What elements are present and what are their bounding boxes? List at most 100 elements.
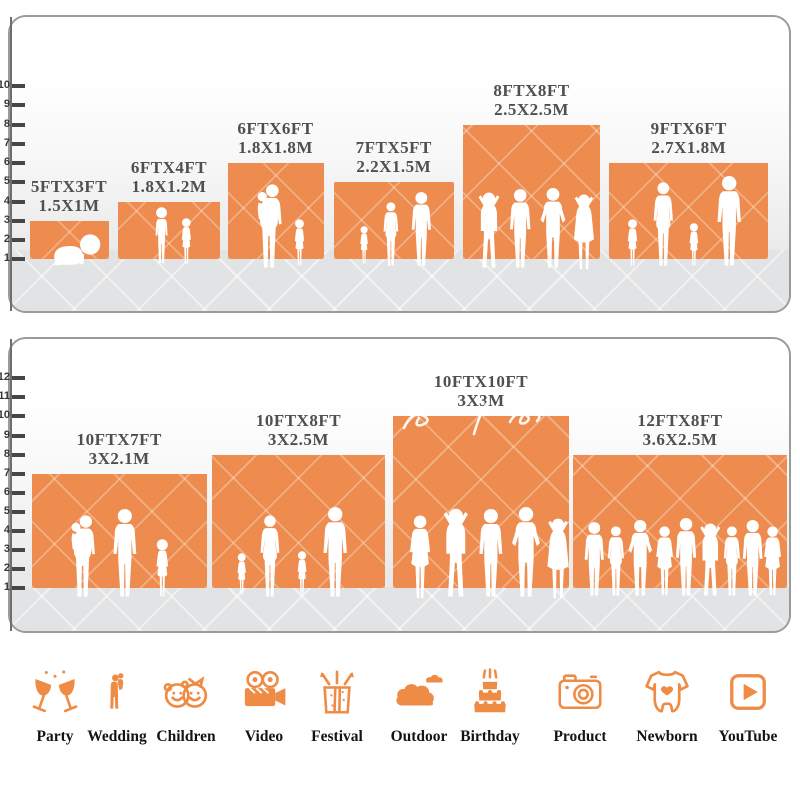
person-silhouette-girl [295,551,309,595]
person-silhouette-man [739,520,766,596]
size-m-text: 3X2.5M [267,429,329,449]
birthday-icon [442,660,538,720]
party-icon [7,660,103,720]
person-silhouette-woman [604,526,628,596]
category-label: Wedding [87,728,147,745]
person-silhouette-man-hips [625,520,655,596]
person-silhouette-woman-with-baby [253,184,287,268]
product-icon [532,660,628,720]
axis-tick-label: 4 [3,194,10,207]
size-m-text: 2.2X1.5M [356,157,432,177]
person-silhouette-woman [256,515,284,597]
outdoor-icon [371,660,467,720]
backdrop-size-label: 10FTX10FT 3X3M [353,372,610,410]
axis-tick [12,586,25,591]
backdrop-size-label: 7FTX5FT 2.2X1.5M [294,138,494,176]
category-item-video: Video [216,660,312,746]
axis-tick [12,414,25,419]
axis-tick-label: 8 [3,117,10,130]
category-item-wedding: Wedding [69,660,165,746]
axis-tick-label: 5 [3,504,10,517]
person-silhouette-man [581,522,608,596]
axis-tick-label: 6 [3,485,10,498]
backdrop-size-label: 10FTX8FT 3X2.5M [172,411,426,449]
size-ft-text: 6FTX4FT [130,157,208,177]
axis-tick [12,471,25,476]
axis-tick-label: 7 [3,136,10,149]
axis-tick [12,122,25,127]
category-item-festival: Festival [289,660,385,746]
size-m-text: 3X2.1M [88,448,150,468]
person-silhouette-man-hips [508,507,544,597]
category-label: Festival [311,728,363,745]
person-silhouette-girl [358,226,370,265]
person-silhouette-girl [179,218,194,264]
backdrop-size-label: 9FTX6FT 2.7X1.8M [569,119,800,157]
category-item-children: Children [138,660,234,746]
category-label: Party [36,728,74,745]
size-m-text: 2.7X1.8M [651,138,727,157]
category-item-party: Party [7,660,103,746]
person-silhouette-woman-dress-arms-up [567,193,601,270]
size-ft-text: 10FTX8FT [255,410,342,430]
axis-tick [12,548,25,553]
size-ft-text: 7FTX5FT [355,138,432,158]
newborn-icon [619,660,715,720]
axis-tick-label: 2 [3,562,10,575]
category-label: Product [553,728,607,745]
size-ft-text: 9FTX6FT [650,119,727,138]
size-m-text: 2.5X2.5M [494,99,569,119]
axis-tick [12,433,25,438]
axis-tick-label: 10 [0,409,10,422]
category-label: Newborn [636,728,698,745]
size-m-text: 1.8X1.8M [238,138,313,157]
backdrop-size-label: 6FTX4FT 1.8X1.2M [78,158,260,196]
backdrop-size-label: 6FTX6FT 1.8X1.8M [188,119,364,157]
axis-line [10,17,12,311]
person-silhouette-man [319,507,351,597]
person-silhouette-boy [153,207,170,264]
person-silhouette-man [506,189,534,268]
floor-band [10,250,789,311]
axis-tick [12,238,25,243]
person-silhouette-girl [292,219,307,266]
person-silhouette-woman-dress-arms-up [540,517,576,599]
axis-tick-label: 12 [0,371,10,384]
size-m-text: 1.8X1.2M [131,176,207,196]
person-silhouette-girl [153,539,172,597]
size-ft-text: 8FTX8FT [493,80,570,100]
category-item-outdoor: Outdoor [371,660,467,746]
person-silhouette-girl [235,553,248,595]
category-item-newborn: Newborn [619,660,715,746]
person-silhouette-crawling-baby [46,229,106,266]
festival-icon [289,660,385,720]
person-silhouette-man [475,509,507,597]
person-silhouette-woman [380,202,402,267]
person-silhouette-woman [649,182,678,266]
size-ft-text: 12FTX8FT [637,410,723,430]
axis-tick-label: 3 [3,213,10,226]
axis-tick-label: 11 [0,390,10,403]
size-ft-text: 5FTX3FT [30,176,108,196]
axis-tick-label: 1 [3,581,10,594]
person-silhouette-man [713,176,745,266]
axis-tick-label: 2 [3,233,10,246]
size-ft-text: 6FTX6FT [237,119,314,138]
size-ft-text: 10FTX10FT [433,372,529,392]
axis-tick [12,161,25,165]
axis-tick [12,180,25,185]
axis-tick [12,141,25,146]
backdrop-box [609,163,769,260]
person-silhouette-man-hips [537,188,569,268]
axis-tick [12,452,25,457]
category-item-product: Product [532,660,628,746]
person-silhouette-man-arms-up [472,191,506,269]
axis-tick-label: 4 [3,524,10,536]
backdrop-box [118,201,220,260]
person-silhouette-woman [720,526,744,596]
wedding-icon [69,660,165,720]
person-silhouette-woman-with-baby [67,515,100,597]
size-m-text: 1.5X1M [38,195,100,215]
axis-line [10,339,12,631]
